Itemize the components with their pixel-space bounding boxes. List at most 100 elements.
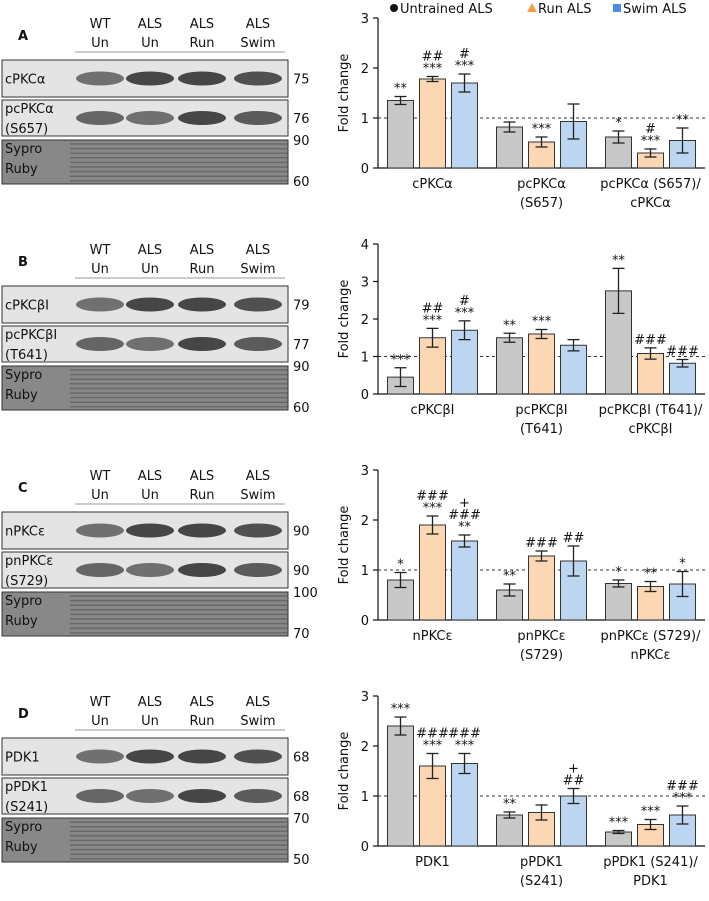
mw-marker: 70 — [293, 812, 310, 827]
significance-label: *** — [532, 122, 552, 137]
significance-label: *** — [641, 805, 661, 820]
error-bar — [535, 550, 548, 562]
error-bar — [426, 752, 439, 780]
mw-marker: 70 — [293, 627, 310, 642]
blot-band — [76, 789, 124, 803]
lane-header: ALS Un — [138, 469, 162, 503]
bar — [496, 126, 523, 169]
bar — [419, 78, 446, 169]
lane-header: ALS Run — [190, 17, 215, 51]
error-bar — [676, 570, 689, 598]
bar — [637, 353, 664, 395]
bar — [419, 765, 446, 847]
y-tick-label: 3 — [361, 690, 369, 705]
blot-band — [76, 523, 124, 538]
bar — [419, 524, 446, 621]
error-bar — [503, 121, 516, 133]
lane-header: ALS Swim — [240, 469, 275, 503]
panel-letter: B — [18, 255, 28, 270]
blot-band — [126, 71, 174, 86]
lane-header: WT Un — [90, 469, 111, 503]
row-label: cPKCα — [5, 73, 45, 88]
blot-band — [178, 789, 226, 803]
x-tick-label: pnPKCε (S729) — [517, 629, 565, 663]
significance-label: ** — [612, 253, 626, 268]
blot-band — [178, 297, 226, 312]
mw-marker: 90 — [293, 525, 310, 540]
x-tick-label: pcPKCβI (T641)/cPKCβI — [599, 403, 703, 437]
error-bar — [535, 328, 548, 340]
blot-band — [76, 71, 124, 86]
bar — [387, 725, 414, 847]
lane-header: WT Un — [90, 695, 111, 729]
lane-header: ALS Swim — [240, 695, 275, 729]
error-bar — [503, 332, 516, 343]
row-label: cPKCβI — [5, 299, 49, 314]
x-tick-label: PDK1 — [415, 855, 450, 870]
error-bar — [676, 358, 689, 368]
blot-band — [234, 111, 282, 125]
blot-band — [76, 337, 124, 351]
x-tick-label: cPKCβI — [410, 403, 454, 418]
blot-band — [126, 563, 174, 577]
significance-label: # *** — [455, 47, 475, 74]
mw-marker: 50 — [293, 853, 310, 868]
error-bar — [612, 829, 625, 835]
bar — [605, 290, 632, 395]
mw-marker: 60 — [293, 401, 310, 416]
lane-header: ALS Run — [190, 243, 215, 277]
error-bar — [535, 804, 548, 821]
significance-label: *** — [391, 353, 411, 368]
mw-marker: 60 — [293, 175, 310, 190]
lane-header: ALS Run — [190, 695, 215, 729]
y-tick-label: 0 — [361, 840, 369, 855]
lane-header: WT Un — [90, 243, 111, 277]
y-tick-label: 3 — [361, 464, 369, 479]
bar — [528, 141, 555, 169]
x-tick-label: pcPKCα (S657)/cPKCα — [600, 177, 701, 211]
blot-band — [178, 111, 226, 125]
bar — [451, 540, 478, 621]
x-tick-label: pcPKCα (S657) — [517, 177, 566, 211]
error-bar — [612, 579, 625, 588]
panel-letter: D — [18, 707, 29, 722]
y-tick-label: 0 — [361, 388, 369, 403]
panel-letter: C — [18, 481, 28, 496]
blot-band — [126, 789, 174, 803]
lane-header: ALS Un — [138, 695, 162, 729]
mw-marker: 68 — [293, 751, 310, 766]
blot-band — [234, 337, 282, 351]
significance-label: ### *** — [448, 727, 481, 754]
bar — [528, 333, 555, 395]
blot-band — [126, 749, 174, 764]
x-tick-label: nPKCε — [413, 629, 453, 644]
bar — [451, 82, 478, 169]
row-label: pnPKCε (S729) — [5, 554, 53, 589]
y-tick-label: 2 — [361, 514, 369, 529]
significance-label: * — [397, 558, 404, 573]
y-tick-label: 1 — [361, 351, 369, 366]
significance-label: ** — [676, 113, 690, 128]
significance-label: ** — [394, 82, 408, 97]
significance-label: *** — [532, 315, 552, 330]
significance-label: # *** — [455, 294, 475, 321]
mw-marker: 90 — [293, 564, 310, 579]
significance-label: ### *** — [416, 489, 449, 516]
significance-label: + ## — [563, 762, 585, 789]
y-tick-label: 1 — [361, 790, 369, 805]
significance-label: * — [615, 565, 622, 580]
significance-label: *** — [391, 702, 411, 717]
row-label: Sypro Ruby — [5, 820, 42, 855]
error-bar — [394, 95, 407, 106]
mw-marker: 100 — [293, 586, 318, 601]
significance-label: ## — [563, 531, 585, 546]
blot-band — [178, 337, 226, 351]
bar — [451, 329, 478, 395]
x-tick-label: pPDK1 (S241)/PDK1 — [603, 855, 698, 889]
significance-label: * — [679, 557, 686, 572]
error-bar — [426, 327, 439, 348]
blot-band — [126, 337, 174, 351]
y-tick-label: 3 — [361, 12, 369, 27]
blot-band — [126, 297, 174, 312]
bar — [451, 763, 478, 847]
